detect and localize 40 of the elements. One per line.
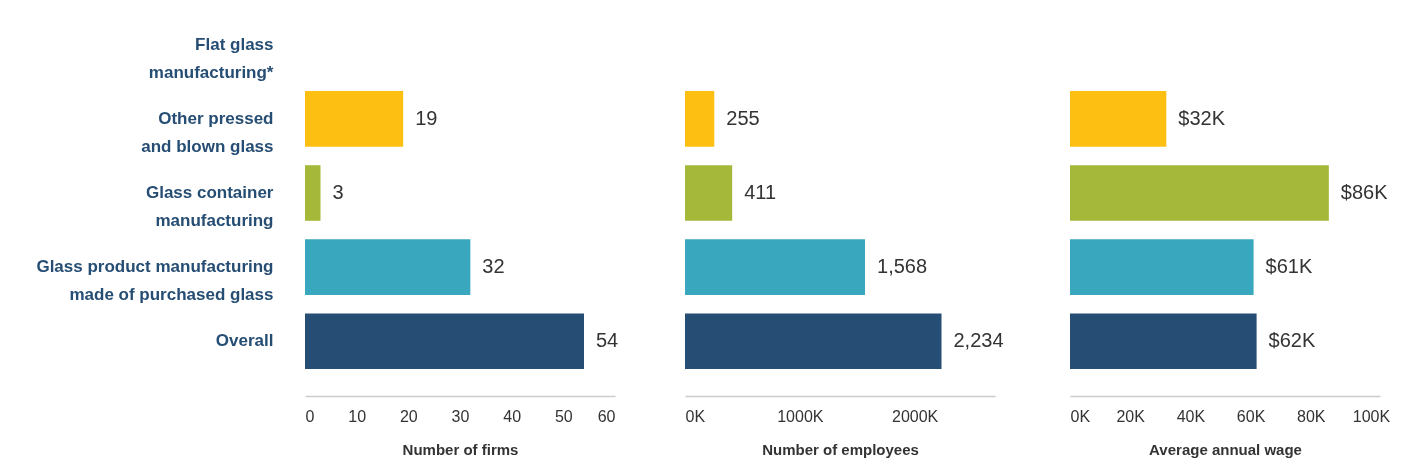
x-tick-label: 60	[597, 407, 616, 425]
y-tick-label: Overall	[215, 331, 274, 351]
y-tick-label: Glass product manufacturing made of purchased glass	[36, 257, 274, 305]
x-tick-label: 30	[451, 407, 470, 425]
x-tick-label: 0	[305, 407, 315, 425]
x-tick-label: 1000K	[777, 407, 824, 425]
bar	[1070, 91, 1167, 147]
x-tick-label: 80K	[1297, 407, 1326, 425]
x-tick-label: 10	[348, 407, 367, 425]
x-tick-label: 0K	[1070, 407, 1091, 425]
data-label: 19	[415, 106, 438, 129]
data-label: 255	[726, 106, 760, 129]
y-tick-label: Flat glass manufacturing*	[148, 34, 274, 82]
y-tick-label: Other pressed and blown glass	[141, 108, 274, 156]
data-label: $32K	[1178, 106, 1226, 129]
x-tick-label: 20K	[1116, 407, 1146, 425]
x-tick-label: 20	[399, 407, 418, 425]
x-tick-label: 100K	[1352, 407, 1391, 425]
data-label: 32	[482, 255, 505, 278]
data-label: 411	[744, 181, 777, 203]
data-label: 3	[332, 181, 344, 203]
data-label: $61K	[1265, 255, 1313, 278]
bar	[1070, 313, 1257, 370]
bar	[1070, 165, 1329, 221]
x-tick-label: 50	[554, 407, 573, 425]
data-label: 54	[596, 329, 619, 352]
x-tick-label: 40K	[1176, 407, 1206, 425]
x-tick-label: 2000K	[892, 407, 939, 425]
data-label: 1,568	[877, 255, 928, 278]
x-tick-label: 60K	[1236, 407, 1266, 425]
x-axis-title: Number of employees	[762, 440, 919, 458]
data-label: $62K	[1268, 329, 1316, 352]
x-tick-label: 40	[503, 407, 522, 425]
x-axis-title: Average annual wage	[1149, 440, 1302, 458]
bar	[1070, 239, 1254, 295]
y-tick-label: Glass container manufacturing	[145, 183, 274, 230]
x-tick-label: 0K	[685, 407, 706, 425]
data-label: 2,234	[953, 329, 1004, 352]
x-axis-title: Number of firms	[402, 440, 519, 458]
data-label: $86K	[1340, 181, 1389, 203]
